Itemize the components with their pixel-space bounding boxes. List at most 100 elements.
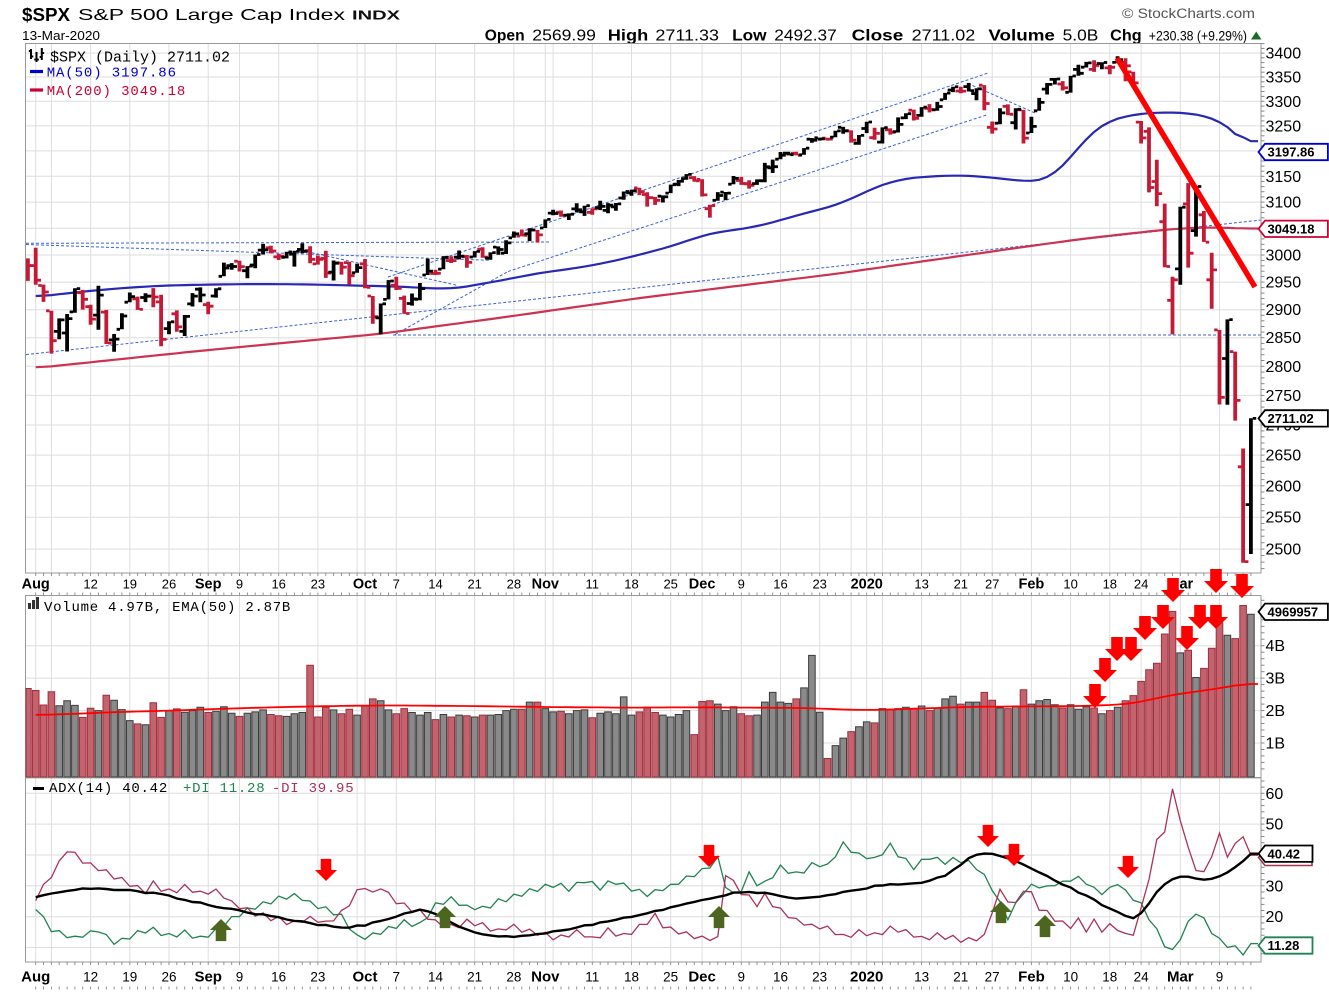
svg-text:10: 10 — [1063, 577, 1077, 592]
svg-text:26: 26 — [161, 970, 176, 985]
svg-text:13: 13 — [914, 577, 928, 592]
svg-text:MA(50) 3197.86: MA(50) 3197.86 — [47, 66, 177, 82]
svg-text:25: 25 — [663, 970, 678, 985]
svg-text:16: 16 — [271, 577, 285, 592]
svg-text:2750: 2750 — [1266, 388, 1302, 405]
svg-text:3B: 3B — [1266, 671, 1286, 688]
svg-text:18: 18 — [1103, 577, 1117, 592]
svg-text:2711.02: 2711.02 — [1268, 411, 1314, 426]
svg-text:18: 18 — [1102, 970, 1117, 985]
svg-text:9: 9 — [236, 970, 244, 985]
svg-text:Nov: Nov — [532, 577, 559, 593]
svg-text:21: 21 — [953, 970, 968, 985]
svg-text:Aug: Aug — [21, 969, 50, 986]
svg-text:9: 9 — [738, 577, 745, 592]
svg-text:3049.18: 3049.18 — [1268, 222, 1315, 237]
svg-text:Chg: Chg — [1110, 28, 1142, 45]
svg-text:3000: 3000 — [1266, 248, 1302, 265]
svg-text:2950: 2950 — [1266, 275, 1302, 292]
svg-text:2711.33: 2711.33 — [655, 28, 719, 45]
svg-text:26: 26 — [162, 577, 176, 592]
svg-text:28: 28 — [506, 970, 521, 985]
svg-text:12: 12 — [83, 970, 98, 985]
svg-text:21: 21 — [467, 577, 481, 592]
svg-text:2600: 2600 — [1266, 478, 1302, 495]
svg-text:2550: 2550 — [1266, 510, 1302, 527]
svg-text:Oct: Oct — [353, 577, 377, 593]
svg-text:Nov: Nov — [531, 969, 560, 986]
svg-text:Dec: Dec — [688, 969, 716, 986]
svg-text:Mar: Mar — [1167, 969, 1194, 986]
svg-text:16: 16 — [271, 970, 286, 985]
svg-text:Volume 4.97B, EMA(50) 2.87B: Volume 4.97B, EMA(50) 2.87B — [44, 600, 291, 616]
svg-text:4969957: 4969957 — [1268, 605, 1319, 620]
svg-text:4B: 4B — [1266, 638, 1286, 655]
svg-text:25: 25 — [663, 577, 677, 592]
svg-text:50: 50 — [1266, 817, 1284, 834]
svg-text:2711.02: 2711.02 — [912, 28, 976, 45]
svg-text:2020: 2020 — [850, 969, 883, 986]
svg-text:2650: 2650 — [1266, 448, 1302, 465]
svg-text:16: 16 — [773, 970, 788, 985]
svg-text:2569.99: 2569.99 — [532, 28, 596, 45]
svg-text:27: 27 — [985, 970, 1000, 985]
svg-text:12: 12 — [83, 577, 97, 592]
svg-text:$SPX: $SPX — [22, 4, 71, 25]
svg-text:© StockCharts.com: © StockCharts.com — [1122, 6, 1255, 21]
svg-text:24: 24 — [1134, 970, 1150, 985]
svg-text:Open: Open — [485, 28, 525, 45]
svg-text:1B: 1B — [1266, 736, 1286, 753]
svg-text:Low: Low — [732, 28, 768, 45]
svg-text:20: 20 — [1266, 909, 1284, 926]
svg-text:23: 23 — [812, 970, 827, 985]
svg-text:Feb: Feb — [1018, 969, 1045, 986]
svg-text:3197.86: 3197.86 — [1268, 145, 1315, 160]
svg-text:11.28: 11.28 — [1268, 938, 1300, 953]
svg-text:Aug: Aug — [22, 577, 50, 593]
svg-text:3400: 3400 — [1266, 46, 1302, 63]
svg-text:40.42: 40.42 — [1268, 846, 1301, 861]
svg-text:2800: 2800 — [1266, 359, 1302, 376]
svg-text:-DI 39.95: -DI 39.95 — [272, 781, 354, 797]
svg-text:Sep: Sep — [195, 577, 222, 593]
svg-text:7: 7 — [393, 577, 400, 592]
svg-text:High: High — [608, 28, 648, 45]
svg-text:28: 28 — [507, 577, 521, 592]
svg-text:INDX: INDX — [352, 9, 401, 23]
svg-text:16: 16 — [773, 577, 787, 592]
svg-text:9: 9 — [738, 970, 746, 985]
svg-text:30: 30 — [1266, 878, 1284, 895]
svg-text:19: 19 — [123, 577, 137, 592]
svg-text:ADX(14) 40.42: ADX(14) 40.42 — [49, 781, 168, 797]
svg-text:2B: 2B — [1266, 703, 1286, 720]
svg-text:24: 24 — [1134, 577, 1148, 592]
svg-text:2850: 2850 — [1266, 330, 1302, 347]
svg-text:13-Mar-2020: 13-Mar-2020 — [22, 29, 100, 43]
svg-text:18: 18 — [624, 970, 639, 985]
svg-text:2500: 2500 — [1266, 542, 1302, 559]
svg-text:+DI 11.28: +DI 11.28 — [183, 781, 265, 797]
svg-text:$SPX (Daily) 2711.02: $SPX (Daily) 2711.02 — [50, 50, 230, 67]
svg-text:Dec: Dec — [689, 577, 716, 593]
svg-text:9: 9 — [236, 577, 243, 592]
svg-text:21: 21 — [954, 577, 968, 592]
svg-text:+230.38 (+9.29%): +230.38 (+9.29%) — [1149, 28, 1247, 44]
svg-text:Sep: Sep — [194, 969, 222, 986]
svg-text:2900: 2900 — [1266, 302, 1302, 319]
svg-text:27: 27 — [985, 577, 999, 592]
svg-text:Volume: Volume — [988, 28, 1055, 45]
svg-text:14: 14 — [428, 970, 444, 985]
svg-text:Feb: Feb — [1019, 577, 1045, 593]
svg-text:2492.37: 2492.37 — [774, 28, 836, 45]
svg-text:5.0B: 5.0B — [1063, 28, 1099, 45]
svg-text:11: 11 — [586, 577, 600, 592]
svg-text:S&P 500 Large Cap Index: S&P 500 Large Cap Index — [78, 7, 345, 24]
svg-text:21: 21 — [467, 970, 482, 985]
svg-text:3300: 3300 — [1266, 94, 1302, 111]
svg-text:3100: 3100 — [1266, 195, 1302, 212]
svg-text:23: 23 — [812, 577, 826, 592]
svg-text:14: 14 — [428, 577, 442, 592]
svg-text:60: 60 — [1266, 786, 1284, 803]
svg-text:3150: 3150 — [1266, 169, 1302, 186]
svg-text:23: 23 — [311, 577, 325, 592]
